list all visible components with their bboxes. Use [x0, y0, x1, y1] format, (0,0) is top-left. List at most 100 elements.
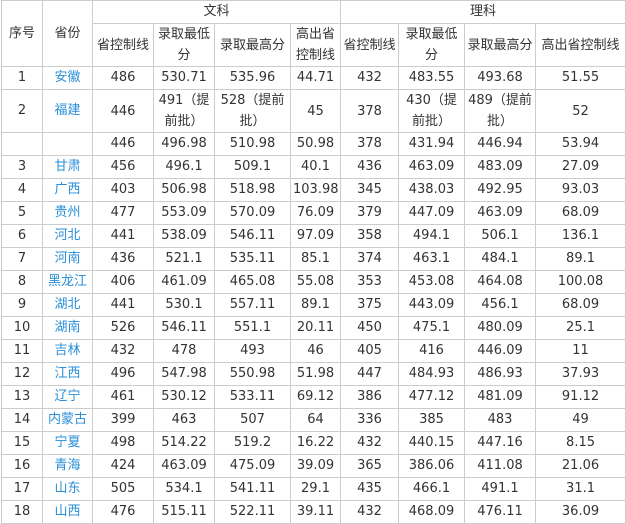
row-province-link[interactable]: 湖南 — [42, 316, 93, 340]
row-value: 463.09 — [464, 201, 537, 225]
row-province-link[interactable]: 河南 — [42, 247, 93, 271]
row-province-link[interactable]: 青海 — [42, 454, 93, 478]
table-row: 1 安徽 486 530.71 535.96 44.71 432 483.55 493.68 51… — [1, 66, 626, 90]
row-value: 477 — [92, 201, 154, 225]
row-value: 52 — [535, 89, 626, 133]
row-seq: 6 — [1, 224, 43, 248]
row-value: 535.96 — [214, 66, 291, 90]
row-value: 538.09 — [153, 224, 215, 248]
header-science-min-score: 录取最低分 — [398, 23, 466, 67]
row-province-link[interactable]: 江西 — [42, 362, 93, 386]
row-value: 399 — [92, 408, 154, 432]
table-row: 17 山东 505 534.1 541.11 29.1 435 466.1 491.1 31.1 — [1, 477, 626, 501]
row-province-link[interactable]: 安徽 — [42, 66, 93, 90]
row-value: 97.09 — [289, 224, 342, 248]
table-row: 7 河南 436 521.1 535.11 85.1 374 463.1 484.1 89.1 — [1, 247, 626, 271]
row-value: 374 — [340, 247, 400, 271]
row-province-link[interactable]: 河北 — [42, 224, 93, 248]
row-value: 557.11 — [214, 293, 291, 317]
row-value: 29.1 — [289, 477, 342, 501]
row-province-link[interactable]: 甘肃 — [42, 155, 93, 179]
row-value: 530.1 — [153, 293, 215, 317]
header-province: 省份 — [42, 0, 93, 67]
row-value: 483 — [464, 408, 537, 432]
row-value: 69.12 — [289, 385, 342, 409]
row-value: 100.08 — [535, 270, 626, 294]
row-value: 446 — [92, 89, 154, 133]
row-value: 103.98 — [289, 178, 342, 202]
row-value: 486 — [92, 66, 154, 90]
row-value: 478 — [153, 339, 215, 363]
row-value: 27.09 — [535, 155, 626, 179]
row-value: 481.09 — [464, 385, 537, 409]
row-value: 496 — [92, 362, 154, 386]
row-province-link[interactable]: 广西 — [42, 178, 93, 202]
row-value: 547.98 — [153, 362, 215, 386]
row-value: 463 — [153, 408, 215, 432]
row-value: 89.1 — [535, 247, 626, 271]
row-province-link[interactable]: 贵州 — [42, 201, 93, 225]
row-province-link[interactable]: 辽宁 — [42, 385, 93, 409]
row-seq: 10 — [1, 316, 43, 340]
row-province-link[interactable] — [42, 132, 93, 156]
table-row: 5 贵州 477 553.09 570.09 76.09 379 447.09 463.09 68… — [1, 201, 626, 225]
row-value: 453.08 — [398, 270, 466, 294]
row-value: 365 — [340, 454, 400, 478]
row-value: 403 — [92, 178, 154, 202]
row-value: 476.11 — [464, 500, 537, 524]
row-province-link[interactable]: 内蒙古 — [42, 408, 93, 432]
table-row: 13 辽宁 461 530.12 533.11 69.12 386 477.12 481.09 9… — [1, 385, 626, 409]
row-value: 496.98 — [153, 132, 215, 156]
row-value: 493.68 — [464, 66, 537, 90]
row-value: 386 — [340, 385, 400, 409]
row-value: 345 — [340, 178, 400, 202]
row-value: 447.16 — [464, 431, 537, 455]
table-row: 14 内蒙古 399 463 507 64 336 385 483 49 — [1, 408, 626, 432]
row-value: 53.94 — [535, 132, 626, 156]
row-value: 31.1 — [535, 477, 626, 501]
row-province-link[interactable]: 吉林 — [42, 339, 93, 363]
table-row: 15 宁夏 498 514.22 519.2 16.22 432 440.15 447.16 8.… — [1, 431, 626, 455]
row-value: 463.1 — [398, 247, 466, 271]
row-value: 432 — [340, 431, 400, 455]
table-row: 9 湖北 441 530.1 557.11 89.1 375 443.09 456.1 68.09 — [1, 293, 626, 317]
row-value: 405 — [340, 339, 400, 363]
row-value: 475.09 — [214, 454, 291, 478]
row-value: 496.1 — [153, 155, 215, 179]
row-province-link[interactable]: 山西 — [42, 500, 93, 524]
row-province-link[interactable]: 山东 — [42, 477, 93, 501]
table-row: 11 吉林 432 478 493 46 405 416 446.09 11 — [1, 339, 626, 363]
row-value: 416 — [398, 339, 466, 363]
row-value: 40.1 — [289, 155, 342, 179]
row-value: 443.09 — [398, 293, 466, 317]
row-value: 8.15 — [535, 431, 626, 455]
row-value: 435 — [340, 477, 400, 501]
row-value: 93.03 — [535, 178, 626, 202]
row-value: 432 — [92, 339, 154, 363]
row-value: 436 — [92, 247, 154, 271]
row-province-link[interactable]: 湖北 — [42, 293, 93, 317]
row-province-link[interactable]: 福建 — [42, 89, 93, 133]
row-value: 49 — [535, 408, 626, 432]
row-value: 21.06 — [535, 454, 626, 478]
row-seq: 1 — [1, 66, 43, 90]
row-value: 510.98 — [214, 132, 291, 156]
row-seq: 5 — [1, 201, 43, 225]
header-science: 理科 — [340, 0, 626, 24]
row-value: 51.55 — [535, 66, 626, 90]
row-value: 441 — [92, 224, 154, 248]
row-seq: 2 — [1, 89, 43, 133]
row-value: 550.98 — [214, 362, 291, 386]
row-seq — [1, 132, 43, 156]
row-province-link[interactable]: 宁夏 — [42, 431, 93, 455]
row-value: 475.1 — [398, 316, 466, 340]
row-value: 11 — [535, 339, 626, 363]
row-value: 522.11 — [214, 500, 291, 524]
row-value: 446.94 — [464, 132, 537, 156]
row-seq: 8 — [1, 270, 43, 294]
row-value: 546.11 — [153, 316, 215, 340]
row-seq: 11 — [1, 339, 43, 363]
row-province-link[interactable]: 黑龙江 — [42, 270, 93, 294]
header-science-control-line: 省控制线 — [340, 23, 400, 67]
